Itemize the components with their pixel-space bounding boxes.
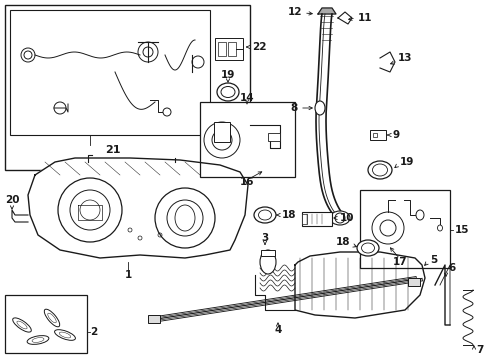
Text: 9: 9 bbox=[392, 130, 399, 140]
Ellipse shape bbox=[13, 318, 31, 332]
Text: 21: 21 bbox=[105, 145, 121, 155]
Polygon shape bbox=[295, 252, 425, 318]
Ellipse shape bbox=[368, 161, 392, 179]
Bar bbox=[408, 278, 420, 286]
Ellipse shape bbox=[27, 336, 49, 345]
Ellipse shape bbox=[330, 211, 350, 225]
Bar bbox=[360, 190, 450, 268]
Ellipse shape bbox=[259, 210, 271, 220]
Text: 4: 4 bbox=[274, 325, 282, 335]
Ellipse shape bbox=[315, 101, 325, 115]
Text: 17: 17 bbox=[392, 257, 407, 267]
Bar bbox=[214, 122, 230, 142]
Ellipse shape bbox=[217, 83, 239, 101]
Text: 14: 14 bbox=[240, 93, 254, 103]
Text: 11: 11 bbox=[358, 13, 372, 23]
Bar bbox=[370, 130, 386, 140]
Text: 5: 5 bbox=[430, 255, 437, 265]
Text: 12: 12 bbox=[288, 7, 302, 17]
Text: 18: 18 bbox=[336, 237, 350, 247]
Bar bbox=[10, 10, 210, 135]
Text: 8: 8 bbox=[291, 103, 298, 113]
Text: 15: 15 bbox=[455, 225, 469, 235]
Text: 1: 1 bbox=[124, 270, 132, 280]
Bar bbox=[228, 42, 236, 56]
Polygon shape bbox=[338, 12, 352, 24]
Ellipse shape bbox=[175, 205, 195, 231]
Bar bbox=[268, 133, 280, 141]
Ellipse shape bbox=[357, 240, 379, 256]
Text: 16: 16 bbox=[240, 177, 254, 187]
Bar bbox=[148, 315, 160, 323]
Ellipse shape bbox=[254, 207, 276, 223]
Bar bbox=[5, 5, 250, 170]
Text: 20: 20 bbox=[5, 195, 20, 205]
Ellipse shape bbox=[372, 164, 388, 176]
Text: 19: 19 bbox=[400, 157, 415, 167]
Ellipse shape bbox=[48, 313, 56, 323]
Bar bbox=[200, 102, 295, 177]
Text: 22: 22 bbox=[252, 42, 267, 52]
Ellipse shape bbox=[221, 86, 235, 98]
Ellipse shape bbox=[416, 210, 424, 220]
Text: 3: 3 bbox=[261, 233, 269, 243]
Text: 2: 2 bbox=[90, 327, 97, 337]
Text: 10: 10 bbox=[340, 213, 354, 223]
Bar bbox=[302, 212, 332, 226]
Bar bbox=[302, 214, 307, 224]
Ellipse shape bbox=[54, 330, 75, 340]
Ellipse shape bbox=[438, 225, 442, 231]
Text: 18: 18 bbox=[282, 210, 296, 220]
Ellipse shape bbox=[362, 243, 374, 253]
Text: 19: 19 bbox=[221, 70, 235, 80]
Polygon shape bbox=[380, 52, 395, 72]
Text: 6: 6 bbox=[448, 263, 455, 273]
Ellipse shape bbox=[32, 338, 44, 342]
Bar bbox=[5, 295, 87, 353]
Ellipse shape bbox=[44, 309, 60, 327]
Text: 13: 13 bbox=[398, 53, 413, 63]
Bar bbox=[218, 42, 226, 56]
Ellipse shape bbox=[17, 321, 27, 329]
Ellipse shape bbox=[260, 250, 276, 274]
Text: 7: 7 bbox=[476, 345, 483, 355]
Bar bbox=[373, 133, 377, 137]
Bar bbox=[261, 250, 275, 256]
Polygon shape bbox=[28, 158, 248, 258]
Polygon shape bbox=[318, 8, 336, 14]
Bar bbox=[215, 38, 243, 60]
Ellipse shape bbox=[59, 332, 71, 338]
